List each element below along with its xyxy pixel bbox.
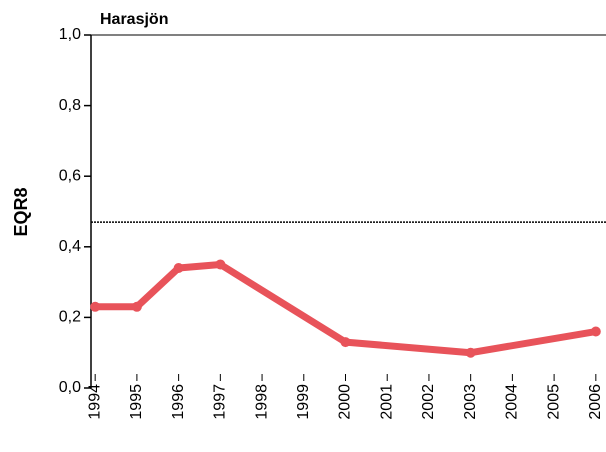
x-tick-label: 1999 bbox=[295, 384, 312, 420]
data-point bbox=[590, 326, 601, 337]
data-point bbox=[90, 301, 101, 312]
x-tick-label: 2001 bbox=[378, 384, 395, 420]
data-point bbox=[465, 347, 476, 358]
x-tick-label: 1995 bbox=[128, 384, 145, 420]
x-tick-label: 1997 bbox=[212, 384, 229, 420]
y-tick-label: 1,0 bbox=[59, 26, 81, 43]
y-tick-label: 0,2 bbox=[59, 309, 81, 326]
x-tick-label: 2005 bbox=[545, 384, 562, 420]
x-tick-label: 2003 bbox=[462, 384, 479, 420]
data-point bbox=[173, 262, 184, 273]
x-tick-label: 2006 bbox=[587, 384, 604, 420]
y-tick-label: 0,6 bbox=[59, 167, 81, 184]
y-tick-label: 0,0 bbox=[59, 379, 81, 396]
x-tick-label: 2000 bbox=[337, 384, 354, 420]
x-tick-label: 1996 bbox=[170, 384, 187, 420]
chart-title: Harasjön bbox=[100, 11, 168, 28]
y-tick-label: 0,8 bbox=[59, 97, 81, 114]
x-tick-label: 2002 bbox=[420, 384, 437, 420]
x-tick-label: 2004 bbox=[504, 384, 521, 420]
data-point bbox=[340, 337, 351, 348]
x-tick-label: 1994 bbox=[86, 384, 103, 420]
y-tick-label: 0,4 bbox=[59, 238, 81, 255]
y-axis-label: EQR8 bbox=[11, 187, 31, 236]
data-point bbox=[131, 301, 142, 312]
x-tick-label: 1998 bbox=[253, 384, 270, 420]
data-point bbox=[215, 259, 226, 270]
